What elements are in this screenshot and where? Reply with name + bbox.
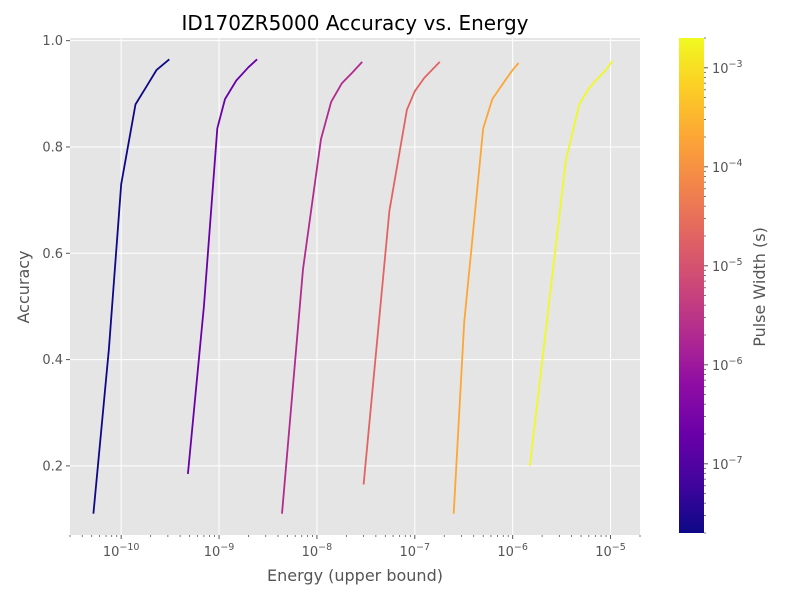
x-tick-label-0-base: 10 — [103, 545, 120, 560]
colorbar-ticks: 10−710−610−510−410−3 — [704, 37, 743, 534]
colorbar-tick-label-4-exponent: −3 — [729, 59, 743, 70]
colorbar-tick-label-4-base: 10 — [712, 62, 729, 77]
series-line-5 — [452, 62, 520, 514]
x-tick-label-5: 10−5 — [595, 542, 626, 560]
x-tick-label-0: 10−10 — [103, 542, 140, 560]
colorbar-tick-label-1-exponent: −6 — [729, 356, 743, 367]
x-tick-label-4-exponent: −6 — [514, 542, 528, 553]
series-group — [92, 58, 614, 514]
colorbar-tick-label-0-exponent: −7 — [729, 455, 743, 466]
colorbar-tick-label-3-exponent: −4 — [729, 158, 743, 169]
y-tick-label-1: 0.4 — [42, 353, 63, 368]
chart-title: ID170ZR5000 Accuracy vs. Energy — [182, 11, 529, 35]
x-tick-label-4: 10−6 — [497, 542, 528, 560]
series-line-3 — [281, 61, 363, 514]
colorbar-tick-label-0-base: 10 — [712, 458, 729, 473]
x-tick-label-1: 10−9 — [204, 542, 235, 560]
x-tick-label-5-base: 10 — [595, 545, 612, 560]
x-tick-label-3-base: 10 — [400, 545, 417, 560]
x-tick-label-2: 10−8 — [302, 542, 333, 560]
colorbar-tick-label-2: 10−5 — [712, 257, 743, 275]
x-tick-label-0-exponent: −10 — [119, 542, 139, 553]
plot-background — [70, 38, 640, 535]
colorbar-tick-label-0: 10−7 — [712, 455, 743, 473]
series-line-1 — [92, 58, 170, 514]
colorbar-tick-label-4: 10−3 — [712, 59, 743, 77]
x-tick-label-1-exponent: −9 — [220, 542, 234, 553]
x-tick-label-2-base: 10 — [302, 545, 319, 560]
colorbar-tick-label-2-exponent: −5 — [729, 257, 743, 268]
colorbar-tick-label-1: 10−6 — [712, 356, 743, 374]
colorbar-tick-label-3-base: 10 — [712, 161, 729, 176]
y-tick-label-2: 0.6 — [42, 247, 63, 262]
x-tick-label-1-base: 10 — [204, 545, 221, 560]
colorbar — [679, 38, 704, 533]
x-tick-label-3: 10−7 — [400, 542, 431, 560]
x-axis-ticks: 10−10 10−9 10−8 10−7 10−6 10−5 — [69, 535, 641, 560]
y-tick-label-3: 0.8 — [42, 140, 63, 155]
x-tick-label-4-base: 10 — [497, 545, 514, 560]
y-axis-ticks: 0.2 0.4 0.6 0.8 1.0 — [42, 34, 70, 474]
y-tick-label-0: 0.2 — [42, 459, 63, 474]
colorbar-label: Pulse Width (s) — [750, 227, 769, 347]
series-line-4 — [362, 61, 441, 485]
colorbar-tick-label-2-base: 10 — [712, 260, 729, 275]
series-line-6 — [529, 60, 614, 467]
series-line-2 — [187, 58, 258, 474]
y-tick-label-4: 1.0 — [42, 34, 63, 49]
colorbar-tick-label-3: 10−4 — [712, 158, 743, 176]
x-axis-label: Energy (upper bound) — [267, 566, 443, 585]
x-tick-label-2-exponent: −8 — [318, 542, 332, 553]
x-tick-label-3-exponent: −7 — [416, 542, 430, 553]
colorbar-tick-label-1-base: 10 — [712, 359, 729, 374]
x-tick-label-5-exponent: −5 — [612, 542, 626, 553]
y-axis-label: Accuracy — [14, 250, 33, 323]
